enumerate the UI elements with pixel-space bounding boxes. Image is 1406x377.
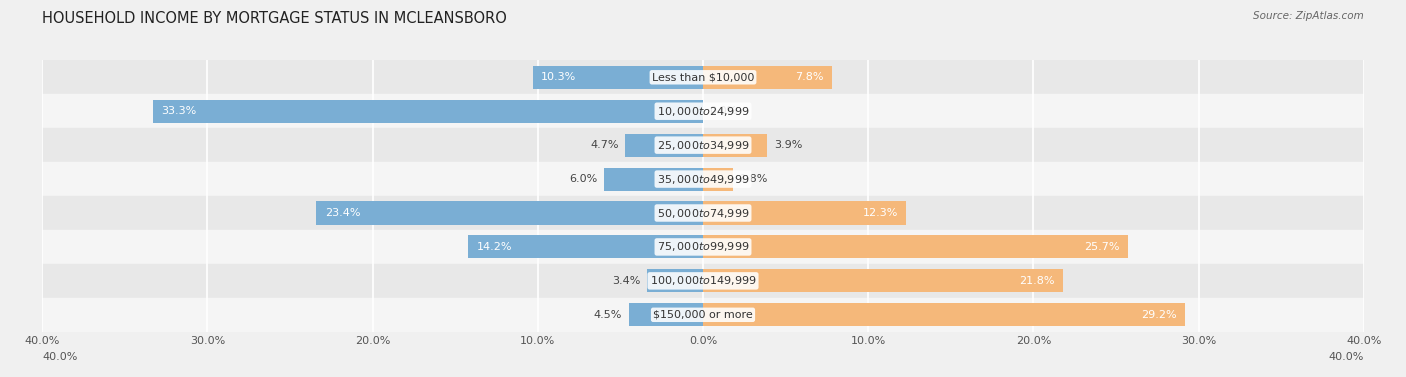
Bar bbox=[42, 196, 1364, 230]
Text: 4.7%: 4.7% bbox=[591, 140, 619, 150]
Text: 3.4%: 3.4% bbox=[612, 276, 640, 286]
Bar bbox=[605, 167, 703, 191]
Bar bbox=[626, 133, 703, 157]
Bar bbox=[42, 264, 1364, 298]
Text: 33.3%: 33.3% bbox=[162, 106, 197, 116]
Text: Less than $10,000: Less than $10,000 bbox=[652, 72, 754, 82]
Bar bbox=[42, 60, 1364, 94]
Bar bbox=[42, 94, 1364, 128]
Text: 4.5%: 4.5% bbox=[593, 310, 621, 320]
Bar bbox=[703, 201, 907, 225]
Text: 25.7%: 25.7% bbox=[1084, 242, 1119, 252]
Text: 23.4%: 23.4% bbox=[325, 208, 360, 218]
Bar bbox=[628, 303, 703, 326]
Text: 12.3%: 12.3% bbox=[862, 208, 898, 218]
Bar bbox=[316, 201, 703, 225]
Text: $50,000 to $74,999: $50,000 to $74,999 bbox=[657, 207, 749, 219]
Bar bbox=[703, 167, 733, 191]
Text: 1.8%: 1.8% bbox=[740, 174, 768, 184]
Bar bbox=[703, 269, 1063, 293]
Text: $10,000 to $24,999: $10,000 to $24,999 bbox=[657, 105, 749, 118]
Text: 10.3%: 10.3% bbox=[541, 72, 576, 82]
Text: 29.2%: 29.2% bbox=[1142, 310, 1177, 320]
Text: 21.8%: 21.8% bbox=[1019, 276, 1054, 286]
Text: $100,000 to $149,999: $100,000 to $149,999 bbox=[650, 274, 756, 287]
Bar bbox=[703, 66, 832, 89]
Text: HOUSEHOLD INCOME BY MORTGAGE STATUS IN MCLEANSBORO: HOUSEHOLD INCOME BY MORTGAGE STATUS IN M… bbox=[42, 11, 508, 26]
Bar bbox=[42, 230, 1364, 264]
Bar bbox=[647, 269, 703, 293]
Text: $25,000 to $34,999: $25,000 to $34,999 bbox=[657, 139, 749, 152]
Bar bbox=[42, 128, 1364, 162]
Text: 7.8%: 7.8% bbox=[796, 72, 824, 82]
Bar bbox=[703, 133, 768, 157]
Text: 14.2%: 14.2% bbox=[477, 242, 512, 252]
Bar bbox=[703, 303, 1185, 326]
Text: $150,000 or more: $150,000 or more bbox=[654, 310, 752, 320]
Bar bbox=[468, 235, 703, 259]
Text: Source: ZipAtlas.com: Source: ZipAtlas.com bbox=[1253, 11, 1364, 21]
Text: $35,000 to $49,999: $35,000 to $49,999 bbox=[657, 173, 749, 185]
Text: 40.0%: 40.0% bbox=[42, 352, 77, 362]
Bar bbox=[42, 162, 1364, 196]
Text: 0.0%: 0.0% bbox=[710, 106, 738, 116]
Bar bbox=[703, 235, 1128, 259]
Bar bbox=[153, 100, 703, 123]
Bar bbox=[42, 298, 1364, 332]
Text: 3.9%: 3.9% bbox=[775, 140, 803, 150]
Text: 6.0%: 6.0% bbox=[569, 174, 598, 184]
Bar bbox=[533, 66, 703, 89]
Text: $75,000 to $99,999: $75,000 to $99,999 bbox=[657, 241, 749, 253]
Text: 40.0%: 40.0% bbox=[1329, 352, 1364, 362]
